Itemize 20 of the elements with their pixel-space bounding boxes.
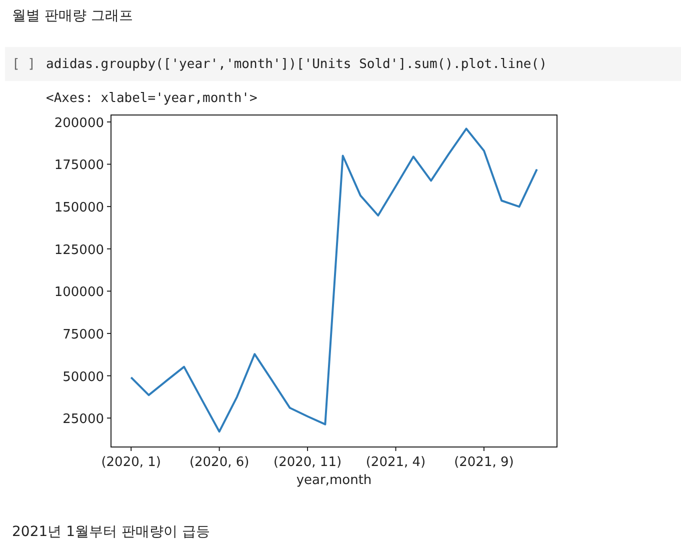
text: <Axes: xlabel='year,month'> bbox=[46, 91, 258, 106]
y-tick-label: 100000 bbox=[54, 285, 104, 300]
x-tick-label: (2020, 6) bbox=[189, 455, 250, 470]
y-tick-label: 50000 bbox=[62, 370, 104, 385]
y-tick-label: 175000 bbox=[54, 158, 104, 174]
x-tick-label: (2020, 1) bbox=[101, 455, 161, 470]
y-tick-label: 75000 bbox=[62, 327, 104, 342]
y-tick-label: 25000 bbox=[62, 412, 104, 428]
x-tick-label: (2021, 4) bbox=[366, 455, 426, 470]
x-tick-label: (2021, 9) bbox=[454, 455, 514, 470]
text: 2021년 1월부터 판매량이 급등 bbox=[12, 524, 210, 540]
x-tick-label: (2020, 11) bbox=[274, 455, 342, 470]
y-tick-label: 150000 bbox=[54, 200, 104, 216]
line-series bbox=[130, 128, 538, 433]
y-tick-label: 125000 bbox=[54, 242, 104, 258]
x-axis-title: year,month bbox=[296, 473, 372, 488]
text: adidas.groupby(['year','month'])['Units Sold'].sum().plot.line() bbox=[46, 57, 547, 72]
y-tick-label: 200000 bbox=[54, 116, 104, 131]
text: [ ] bbox=[12, 57, 36, 72]
chart-title: 월별 판매량 그래프 bbox=[12, 8, 133, 24]
